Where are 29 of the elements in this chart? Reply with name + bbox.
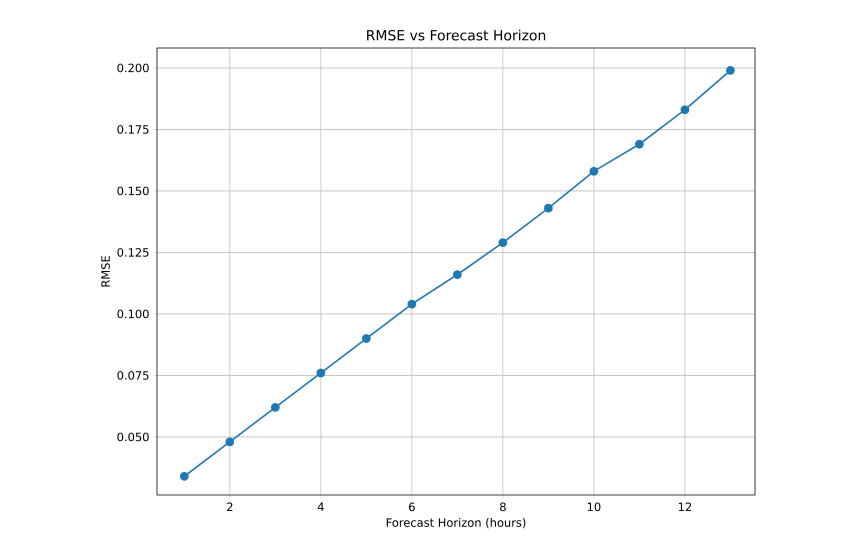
- x-tick-label: 12: [678, 502, 692, 512]
- y-tick-label: 0.150: [117, 186, 149, 196]
- point: [544, 204, 553, 213]
- x-tick-label: 8: [500, 502, 506, 512]
- x-tick-label: 6: [409, 502, 415, 512]
- point: [407, 300, 416, 308]
- point: [316, 368, 326, 378]
- y-tick-label: 0.200: [117, 64, 149, 72]
- x-tick-label: 4: [318, 502, 324, 511]
- point: [452, 270, 462, 279]
- point: [635, 140, 644, 149]
- point: [590, 166, 598, 176]
- point: [498, 238, 508, 247]
- y-tick-label: 0.100: [117, 310, 149, 318]
- point: [362, 334, 371, 343]
- x-axis-title: Forecast Horizon (hours): [386, 518, 526, 528]
- chart-title: RMSE vs Forecast Horizon: [367, 30, 546, 41]
- y-tick-label: 0.125: [117, 248, 148, 257]
- y-tick-label: 0.075: [117, 371, 148, 380]
- point: [270, 403, 280, 412]
- y-axis-title: RMSE: [101, 256, 110, 287]
- y-tick-label: 0.175: [117, 125, 148, 134]
- point: [225, 437, 234, 446]
- point: [180, 472, 189, 481]
- point: [680, 105, 690, 114]
- point: [726, 66, 735, 75]
- x-tick-label: 10: [588, 502, 600, 512]
- x-tick-label: 2: [227, 502, 232, 512]
- y-tick-label: 0.050: [117, 432, 149, 442]
